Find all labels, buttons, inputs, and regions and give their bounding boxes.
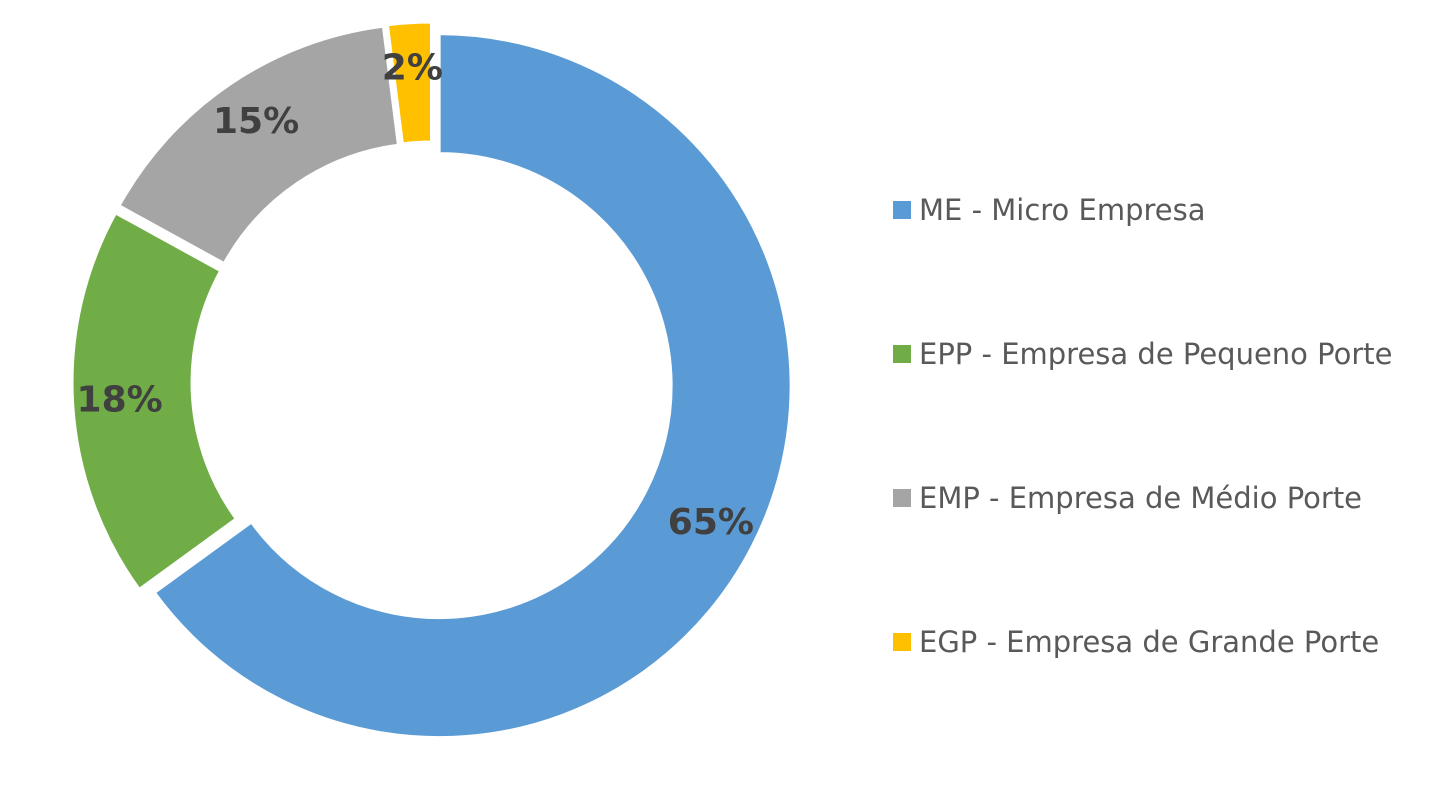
chart: 65% 18% 15% 2% (70, 20, 793, 740)
legend-item: EPP - Empresa de Pequeno Porte (893, 330, 1453, 378)
data-label: 65% (668, 502, 754, 543)
slice (385, 20, 433, 146)
legend-label: ME - Micro Empresa (919, 193, 1206, 227)
legend-swatch (893, 201, 911, 219)
slice (117, 24, 401, 266)
legend-swatch (893, 489, 911, 507)
data-label: 2% (382, 48, 443, 89)
slice (152, 32, 793, 740)
legend-swatch (893, 633, 911, 651)
legend-item: ME - Micro Empresa (893, 186, 1453, 234)
legend-label: EMP - Empresa de Médio Porte (919, 481, 1363, 515)
slice (70, 210, 239, 592)
legend-label: EPP - Empresa de Pequeno Porte (919, 337, 1393, 371)
legend-label: EGP - Empresa de Grande Porte (919, 625, 1380, 659)
legend-item: EMP - Empresa de Médio Porte (893, 474, 1453, 522)
data-label: 18% (77, 380, 163, 421)
legend: ME - Micro Empresa EPP - Empresa de Peque… (893, 186, 1453, 666)
legend-item: EGP - Empresa de Grande Porte (893, 618, 1453, 666)
legend-swatch (893, 345, 911, 363)
data-label: 15% (213, 101, 299, 142)
